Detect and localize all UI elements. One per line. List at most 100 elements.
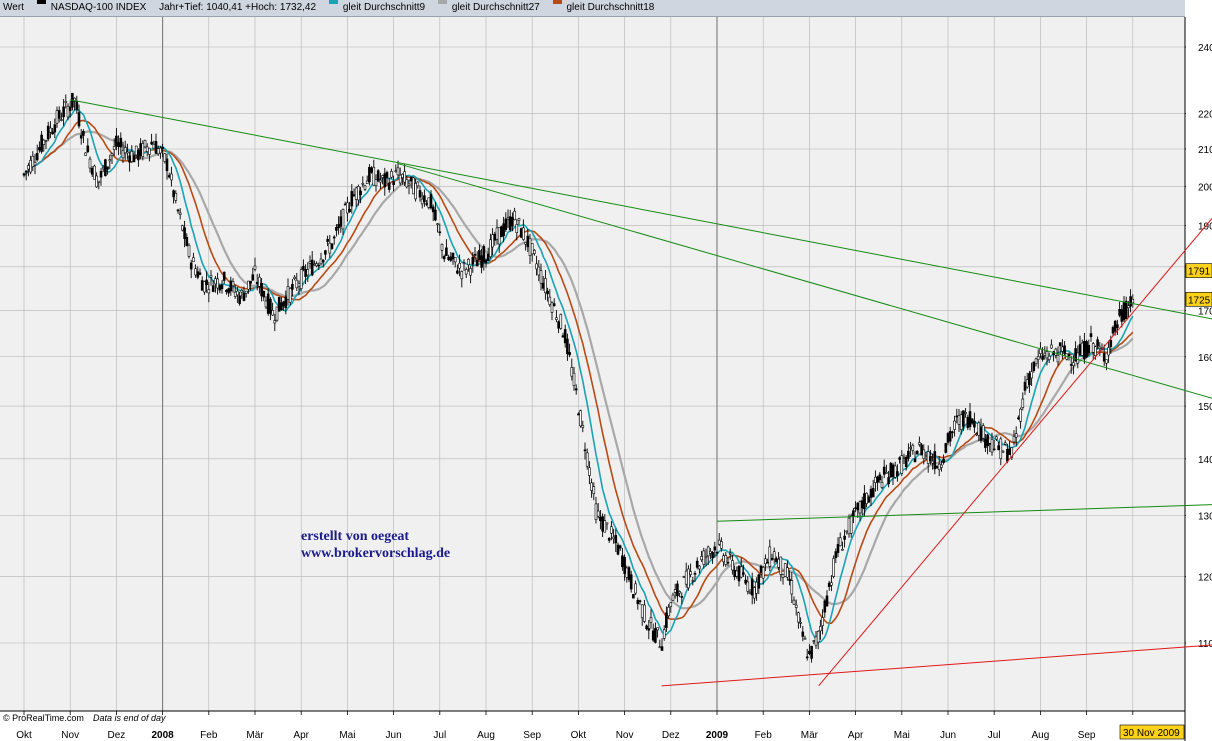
annotation-author: erstellt von oegeat bbox=[301, 529, 409, 544]
candle-body bbox=[667, 606, 670, 617]
candle-body bbox=[117, 142, 120, 148]
candle-body bbox=[447, 256, 450, 260]
x-tick-label: Feb bbox=[755, 730, 773, 741]
candle-body bbox=[1094, 346, 1097, 356]
candle-body bbox=[858, 501, 862, 514]
candle-body bbox=[178, 212, 182, 215]
candle-body bbox=[634, 583, 637, 594]
candle-body bbox=[264, 300, 268, 308]
footer-source: © ProRealTime.com bbox=[3, 713, 84, 723]
candle-body bbox=[282, 301, 285, 307]
candle-body bbox=[913, 458, 917, 463]
candle-body bbox=[1113, 320, 1117, 332]
candle-body bbox=[1124, 300, 1128, 320]
candle-body bbox=[55, 110, 59, 124]
ma27-line bbox=[23, 130, 1134, 610]
candle-body bbox=[801, 631, 805, 637]
candle-body bbox=[528, 238, 532, 256]
candle-body bbox=[137, 150, 140, 161]
x-tick-label: Feb bbox=[200, 730, 218, 741]
candle-body bbox=[330, 243, 334, 249]
candle-body bbox=[819, 626, 822, 632]
price-label-box bbox=[1185, 291, 1212, 307]
candle-body bbox=[893, 465, 897, 478]
x-tick-label: Dez bbox=[662, 730, 680, 741]
y-tick-label: 1500 bbox=[1198, 402, 1212, 413]
candle-body bbox=[313, 263, 316, 266]
candle-body bbox=[359, 190, 362, 196]
candle-body bbox=[273, 320, 277, 324]
candle-body bbox=[482, 246, 486, 263]
candle-body bbox=[222, 271, 226, 281]
x-tick-label: Dez bbox=[108, 730, 126, 741]
candle-body bbox=[354, 187, 358, 200]
y-tick-label: 1700 bbox=[1198, 306, 1212, 317]
ma27-swatch-icon bbox=[437, 0, 447, 4]
candle-body bbox=[126, 151, 129, 154]
candle-body bbox=[35, 153, 39, 161]
candle-body bbox=[73, 97, 76, 102]
candle-body bbox=[880, 481, 884, 488]
candle-body bbox=[539, 270, 543, 284]
legend-bar: Wert NASDAQ-100 INDEX Jahr+Tief: 1040,41… bbox=[0, 0, 1185, 17]
candle-body bbox=[1131, 298, 1135, 304]
candle-body bbox=[429, 193, 433, 209]
candle-body bbox=[629, 574, 633, 590]
support-trendline bbox=[818, 217, 1212, 687]
candle-body bbox=[1102, 353, 1106, 362]
candle-body bbox=[878, 474, 882, 481]
candle-body bbox=[625, 567, 629, 578]
y-tick-label: 2200 bbox=[1198, 109, 1212, 120]
candle-body bbox=[478, 250, 481, 261]
candle-body bbox=[365, 180, 369, 184]
candle-body bbox=[557, 321, 560, 329]
candle-body bbox=[104, 159, 107, 177]
candle-body bbox=[513, 210, 516, 220]
candle-body bbox=[1050, 344, 1053, 349]
candle-body bbox=[984, 438, 987, 448]
candle-body bbox=[869, 488, 873, 498]
candle-body bbox=[361, 182, 365, 185]
candle-body bbox=[423, 195, 426, 203]
candle-body bbox=[101, 167, 105, 170]
candle-body bbox=[570, 367, 574, 377]
x-tick-label: Mai bbox=[894, 730, 910, 741]
candle-body bbox=[167, 175, 171, 178]
candle-body bbox=[370, 167, 373, 173]
x-tick-label: Mär bbox=[246, 730, 264, 741]
candle-body bbox=[596, 510, 600, 517]
candle-body bbox=[260, 282, 263, 297]
candle-body bbox=[832, 558, 835, 577]
candle-body bbox=[214, 278, 217, 285]
candle-body bbox=[317, 264, 321, 267]
candle-body bbox=[731, 560, 734, 571]
resistance-trendline bbox=[398, 163, 1212, 399]
candle-body bbox=[66, 105, 70, 118]
candle-body bbox=[176, 209, 180, 212]
candle-body bbox=[1041, 355, 1044, 360]
wert-label: Wert bbox=[3, 2, 24, 13]
candle-body bbox=[484, 259, 488, 264]
candle-body bbox=[944, 443, 948, 453]
candle-body bbox=[526, 235, 530, 248]
candle-body bbox=[156, 148, 160, 155]
candle-body bbox=[363, 185, 367, 190]
candle-body bbox=[792, 599, 796, 605]
candle-body bbox=[225, 290, 228, 292]
candle-body bbox=[341, 209, 345, 230]
y-axis-panel bbox=[1186, 17, 1212, 741]
candle-body bbox=[654, 628, 657, 643]
ma18-line bbox=[23, 119, 1134, 625]
candle-body bbox=[623, 556, 626, 574]
candle-body bbox=[607, 537, 611, 541]
candle-body bbox=[759, 565, 763, 573]
candle-body bbox=[1021, 398, 1025, 408]
candle-body bbox=[412, 177, 415, 195]
x-tick-label: 2009 bbox=[706, 730, 729, 741]
candle-body bbox=[735, 570, 739, 577]
candle-body bbox=[123, 147, 127, 154]
candle-body bbox=[319, 258, 323, 265]
candle-body bbox=[486, 253, 490, 262]
candle-body bbox=[46, 125, 50, 140]
